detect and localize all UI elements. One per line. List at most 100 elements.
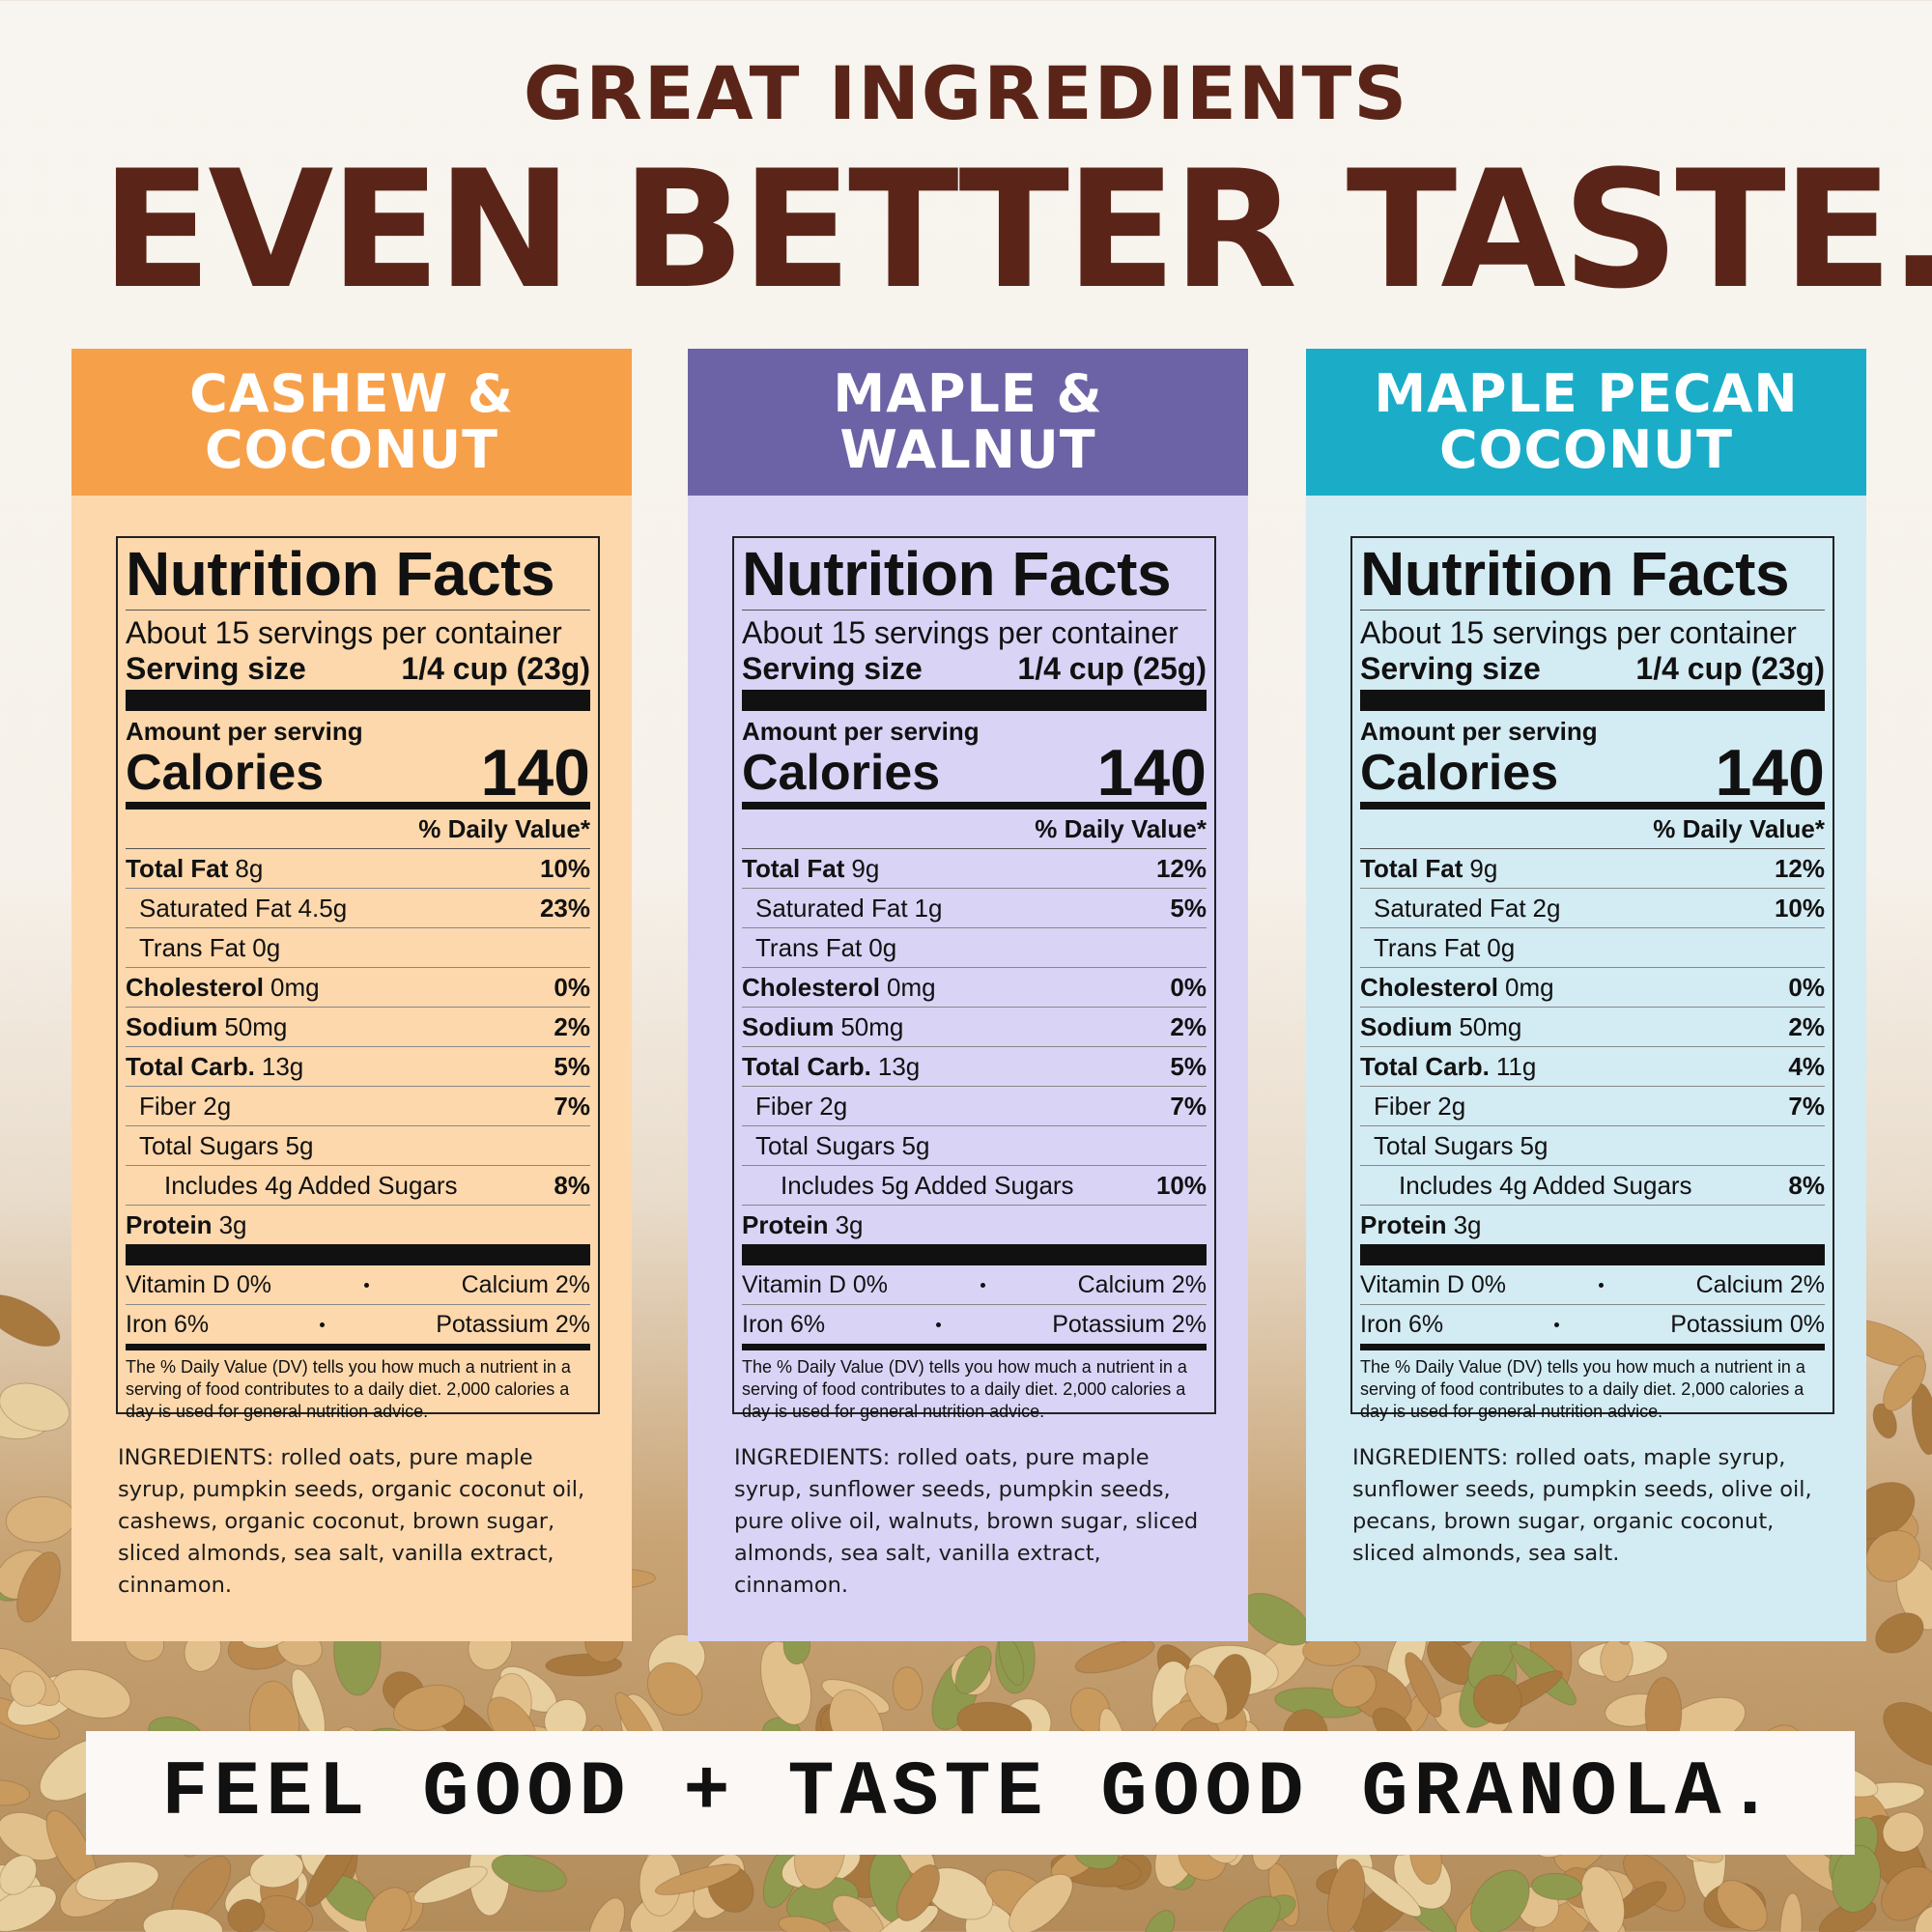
nutrient-name: Total Carb. xyxy=(742,1052,871,1081)
product-panel: MAPLE & WALNUT Nutrition Facts About 15 ser… xyxy=(688,349,1248,1641)
nutrient-row: Trans Fat 0g xyxy=(126,928,590,968)
nutrient-name: Total Sugars xyxy=(1374,1131,1514,1160)
nutrient-amount: 0mg xyxy=(270,973,320,1002)
product-name-line: MAPLE PECAN xyxy=(1374,363,1799,424)
granola-piece xyxy=(1469,1869,1530,1932)
nutrient-row: Protein 3g xyxy=(126,1206,590,1244)
thick-rule xyxy=(126,1244,590,1265)
separator-dot xyxy=(936,1321,942,1327)
separator-dot xyxy=(1554,1321,1560,1327)
granola-piece xyxy=(365,1887,412,1932)
nutrition-label: Nutrition Facts About 15 servings per con… xyxy=(732,536,1216,1421)
granola-piece xyxy=(51,1668,131,1719)
vitamin: Iron 6% xyxy=(126,1311,210,1338)
nutrient-row: Protein 3g xyxy=(1360,1206,1825,1244)
nutrient-row: Total Carb. 13g 5% xyxy=(126,1047,590,1087)
vitamin: Potassium 0% xyxy=(1670,1311,1825,1338)
vitamin-row: Vitamin D 0% Calcium 2% xyxy=(742,1265,1207,1305)
servings: About 15 servings per container xyxy=(1360,615,1797,650)
nutrient: Fiber 2g xyxy=(1360,1087,1465,1125)
nutrient-amount: 1g xyxy=(914,894,943,923)
nutrient-name: Total Fat xyxy=(742,854,845,883)
nutrient-row: Total Fat 9g 12% xyxy=(1360,849,1825,889)
nutrient-name: Saturated Fat xyxy=(1374,894,1526,923)
separator-dot xyxy=(980,1282,985,1288)
granola-piece xyxy=(587,1897,625,1932)
nutrient-row: Fiber 2g 7% xyxy=(126,1087,590,1126)
nutrient: Saturated Fat 1g xyxy=(742,889,942,927)
daily-value: 12% xyxy=(1774,854,1825,883)
product-name-line: COCONUT xyxy=(205,419,498,480)
separator-dot xyxy=(363,1282,369,1288)
separator-dot xyxy=(1598,1282,1604,1288)
nutrient: Saturated Fat 4.5g xyxy=(126,889,347,927)
nutrient-row: Includes 5g Added Sugars 10% xyxy=(742,1166,1207,1206)
nutrient: Cholesterol 0mg xyxy=(1360,968,1554,1007)
label-title: Nutrition Facts xyxy=(126,538,590,611)
nutrient: Trans Fat 0g xyxy=(126,928,280,967)
nutrient-name: Sodium xyxy=(742,1012,835,1041)
daily-value: 12% xyxy=(1155,854,1207,883)
nutrient-amount: 11g xyxy=(1495,1052,1537,1081)
vitamin: Vitamin D 0% xyxy=(742,1271,888,1298)
nutrient: Protein 3g xyxy=(126,1206,247,1244)
nutrient: Cholesterol 0mg xyxy=(126,968,320,1007)
daily-value: 23% xyxy=(539,894,590,923)
nutrient: Total Sugars 5g xyxy=(126,1126,313,1165)
nutrient-amount: 5g xyxy=(1520,1131,1548,1160)
daily-value-header: % Daily Value* xyxy=(742,810,1207,849)
nutrient-name: Total Carb. xyxy=(1360,1052,1490,1081)
granola-piece xyxy=(896,1864,940,1921)
nutrient-row: Includes 4g Added Sugars 8% xyxy=(126,1166,590,1206)
daily-value: 10% xyxy=(1774,894,1825,923)
nutrient: Total Carb. 13g xyxy=(126,1047,303,1086)
granola-piece xyxy=(1009,1873,1073,1932)
granola-piece xyxy=(778,1916,832,1932)
nutrient-amount: 50mg xyxy=(1459,1012,1522,1041)
nutrient: Fiber 2g xyxy=(742,1087,847,1125)
nutrient-row: Cholesterol 0mg 0% xyxy=(126,968,590,1008)
nutrient-amount: 13g xyxy=(261,1052,304,1081)
serving-size-label: Serving size xyxy=(1360,651,1541,686)
granola-piece xyxy=(16,1551,61,1623)
nutrient-amount: 0g xyxy=(868,933,897,962)
nutrient-name: Saturated Fat xyxy=(139,894,292,923)
calories-value: 140 xyxy=(1715,736,1825,810)
daily-value-header: % Daily Value* xyxy=(1360,810,1825,849)
nutrient-amount: 9g xyxy=(851,854,880,883)
medium-rule xyxy=(1360,1344,1825,1350)
nutrient: Includes 5g Added Sugars xyxy=(742,1166,1074,1205)
nutrient-name: Includes 4g Added Sugars xyxy=(1399,1171,1692,1200)
nutrient: Total Carb. 11g xyxy=(1360,1047,1536,1086)
daily-value: 5% xyxy=(1170,894,1207,923)
nutrient-name: Includes 4g Added Sugars xyxy=(164,1171,458,1200)
serving-size-value: 1/4 cup (23g) xyxy=(1635,651,1825,686)
daily-value-header: % Daily Value* xyxy=(126,810,590,849)
nutrient-name: Protein xyxy=(742,1210,829,1239)
granola-piece xyxy=(0,1779,31,1806)
granola-piece xyxy=(654,1863,741,1895)
servings: About 15 servings per container xyxy=(742,615,1179,650)
nutrient-row: Saturated Fat 1g 5% xyxy=(742,889,1207,928)
nutrient-row: Sodium 50mg 2% xyxy=(126,1008,590,1047)
daily-value: 10% xyxy=(539,854,590,883)
granola-piece xyxy=(75,1861,159,1901)
daily-value: 0% xyxy=(1170,973,1207,1002)
medium-rule xyxy=(742,1344,1207,1350)
granola-piece xyxy=(142,1908,223,1932)
nutrient-row: Protein 3g xyxy=(742,1206,1207,1244)
nutrient-name: Saturated Fat xyxy=(755,894,908,923)
granola-piece xyxy=(1531,1873,1583,1901)
granola-piece xyxy=(1331,1664,1377,1708)
nutrient: Total Fat 9g xyxy=(742,849,879,888)
medium-rule xyxy=(1360,802,1825,810)
thick-rule xyxy=(1360,690,1825,711)
nutrient: Total Carb. 13g xyxy=(742,1047,920,1086)
daily-value: 5% xyxy=(554,1052,590,1081)
nutrient-amount: 9g xyxy=(1469,854,1498,883)
nutrient-name: Sodium xyxy=(1360,1012,1453,1041)
nutrient: Total Fat 8g xyxy=(126,849,263,888)
nutrient: Total Sugars 5g xyxy=(742,1126,929,1165)
granola-piece xyxy=(1220,1895,1281,1932)
